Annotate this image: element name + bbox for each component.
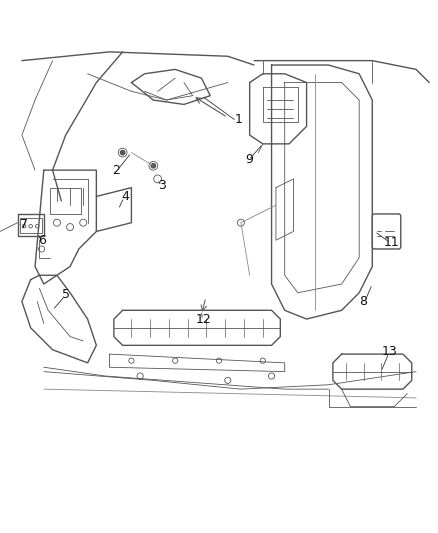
Text: 6: 6 xyxy=(38,233,46,247)
Text: 9: 9 xyxy=(246,152,254,166)
Text: 1: 1 xyxy=(235,114,243,126)
Text: 7: 7 xyxy=(20,219,28,231)
Text: 11: 11 xyxy=(384,236,400,249)
Text: 12: 12 xyxy=(196,312,212,326)
Circle shape xyxy=(151,164,155,168)
Text: 8: 8 xyxy=(360,295,367,308)
Text: 13: 13 xyxy=(382,345,398,358)
Text: 2: 2 xyxy=(112,164,120,176)
Circle shape xyxy=(120,150,125,155)
Text: 5: 5 xyxy=(62,288,70,302)
Text: 3: 3 xyxy=(158,179,166,192)
Bar xyxy=(50,188,81,214)
Text: 4: 4 xyxy=(121,190,129,203)
Bar xyxy=(20,218,42,233)
